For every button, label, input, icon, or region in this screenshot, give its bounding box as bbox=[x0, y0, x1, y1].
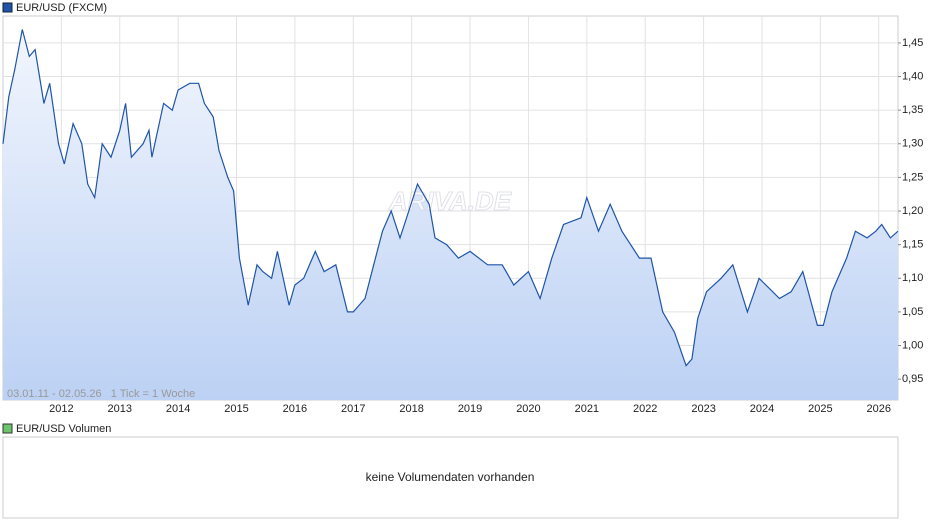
area bbox=[3, 29, 898, 400]
x-tick-label: 2026 bbox=[866, 403, 890, 415]
y-tick-label: 1,45 bbox=[902, 37, 923, 49]
volume-message: keine Volumendaten vorhanden bbox=[366, 470, 535, 484]
x-tick-label: 2017 bbox=[341, 403, 365, 415]
x-tick-label: 2020 bbox=[516, 403, 540, 415]
y-tick-label: 1,30 bbox=[902, 138, 923, 150]
volume-legend-label: EUR/USD Volumen bbox=[16, 423, 111, 435]
y-tick-label: 1,00 bbox=[902, 339, 923, 351]
y-tick-label: 1,10 bbox=[902, 272, 923, 284]
legend-label: EUR/USD (FXCM) bbox=[16, 2, 107, 14]
x-tick-label: 2012 bbox=[49, 403, 73, 415]
y-tick-label: 1,05 bbox=[902, 306, 923, 318]
volume-legend-swatch bbox=[2, 423, 13, 434]
x-tick-label: 2021 bbox=[575, 403, 599, 415]
watermark: ARIVA.DE bbox=[388, 186, 512, 216]
y-tick-label: 0,95 bbox=[902, 373, 923, 385]
x-tick-label: 2024 bbox=[750, 403, 774, 415]
x-tick-label: 2014 bbox=[166, 403, 190, 415]
y-tick-label: 1,40 bbox=[902, 70, 923, 82]
volume-panel bbox=[2, 436, 899, 519]
x-tick-label: 2015 bbox=[224, 403, 248, 415]
x-tick-label: 2018 bbox=[399, 403, 423, 415]
x-tick-label: 2019 bbox=[458, 403, 482, 415]
y-tick-label: 1,15 bbox=[902, 239, 923, 251]
legend-swatch bbox=[2, 2, 13, 13]
y-tick-label: 1,25 bbox=[902, 171, 923, 183]
x-tick-label: 2023 bbox=[691, 403, 715, 415]
range-label: 03.01.11 - 02.05.26 1 Tick = 1 Woche bbox=[7, 388, 195, 400]
x-tick-label: 2025 bbox=[808, 403, 832, 415]
x-tick-label: 2013 bbox=[108, 403, 132, 415]
x-tick-label: 2022 bbox=[633, 403, 657, 415]
price-line bbox=[2, 29, 899, 367]
y-tick-label: 1,20 bbox=[902, 205, 923, 217]
x-tick-label: 2016 bbox=[283, 403, 307, 415]
y-tick-label: 1,35 bbox=[902, 104, 923, 116]
